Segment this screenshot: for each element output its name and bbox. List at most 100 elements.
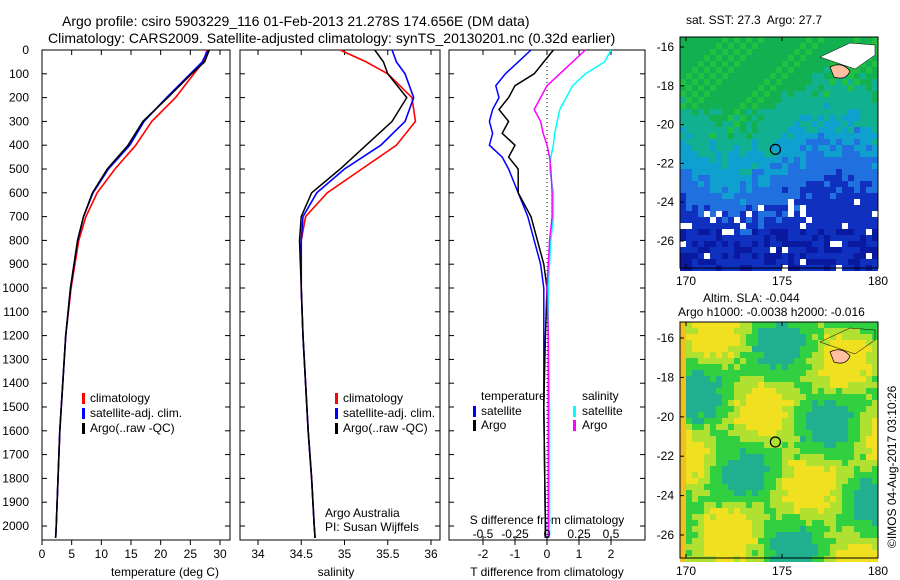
map-cell (728, 253, 734, 259)
map-cell (758, 199, 764, 205)
map-cell (704, 526, 710, 532)
map-cell (860, 121, 866, 127)
map-cell (686, 370, 692, 376)
map-cell (740, 217, 746, 223)
x-tick-label: 20 (154, 547, 168, 561)
map-cell (866, 406, 872, 412)
map-cell (776, 55, 782, 61)
map-cell (770, 193, 776, 199)
map-cell (848, 376, 854, 382)
legend-sal-title: salinity (582, 389, 619, 403)
map-cell (734, 394, 740, 400)
map-cell (758, 436, 764, 442)
map-cell (824, 85, 830, 91)
map-cell (806, 163, 812, 169)
map-cell (782, 382, 788, 388)
map-cell (800, 187, 806, 193)
map-cell (800, 424, 806, 430)
y-tick-label: 0 (22, 43, 29, 57)
map-cell (788, 187, 794, 193)
map-cell (836, 346, 842, 352)
map-cell (722, 556, 728, 562)
map-cell (692, 37, 698, 43)
map-cell (872, 550, 878, 556)
map-cell (854, 448, 860, 454)
map-cell (758, 223, 764, 229)
map-cell (722, 394, 728, 400)
map-cell (842, 454, 848, 460)
map-cell (866, 211, 872, 217)
map-cell (854, 436, 860, 442)
map-cell (704, 175, 710, 181)
map-cell (848, 424, 854, 430)
map-cell (842, 211, 848, 217)
map-cell (770, 508, 776, 514)
map-cell (824, 424, 830, 430)
map-cell (728, 145, 734, 151)
map-cell (734, 400, 740, 406)
map-cell (812, 514, 818, 520)
map-cell (680, 508, 686, 514)
map-cell (734, 229, 740, 235)
map-cell (824, 340, 830, 346)
map-cell (722, 550, 728, 556)
map-cell (848, 163, 854, 169)
x-tick-label: 30 (213, 547, 227, 561)
map-cell (704, 145, 710, 151)
map-cell (680, 163, 686, 169)
map-cell (860, 223, 866, 229)
map-cell (794, 199, 800, 205)
map-cell (818, 334, 824, 340)
map-cell (704, 121, 710, 127)
map-cell (758, 394, 764, 400)
map-cell (722, 382, 728, 388)
map-cell (716, 364, 722, 370)
map-cell (818, 526, 824, 532)
map-cell (752, 418, 758, 424)
map-cell (842, 412, 848, 418)
map-cell (680, 376, 686, 382)
map-cell (722, 73, 728, 79)
map-cell (860, 358, 866, 364)
map-cell (758, 322, 764, 328)
map-cell (746, 247, 752, 253)
map-cell (860, 352, 866, 358)
map-cell (782, 550, 788, 556)
map-cell (758, 151, 764, 157)
map-cell (848, 502, 854, 508)
map-cell (836, 109, 842, 115)
map-cell (740, 550, 746, 556)
map-cell (818, 556, 824, 562)
map-cell (698, 157, 704, 163)
map-cell (710, 394, 716, 400)
map-cell (716, 478, 722, 484)
map-cell (752, 394, 758, 400)
map-cell (698, 334, 704, 340)
map-cell (746, 211, 752, 217)
map-cell (800, 556, 806, 562)
map-cell (704, 55, 710, 61)
map-cell (716, 205, 722, 211)
map-cell (872, 352, 878, 358)
map-cell (728, 37, 734, 43)
map-cell (758, 145, 764, 151)
map-cell (824, 460, 830, 466)
map-cell (734, 556, 740, 562)
map-cell (824, 229, 830, 235)
map-cell (824, 412, 830, 418)
map-cell (806, 544, 812, 550)
y-tick-label: 1600 (2, 424, 29, 438)
map-cell (794, 43, 800, 49)
map-cell (812, 388, 818, 394)
map-cell (860, 502, 866, 508)
map-cell (758, 334, 764, 340)
map-cell (692, 157, 698, 163)
map-cell (680, 181, 686, 187)
map-cell (794, 514, 800, 520)
map-cell (764, 211, 770, 217)
map-cell (854, 352, 860, 358)
map-cell (740, 376, 746, 382)
map-cell (842, 376, 848, 382)
map-cell (722, 460, 728, 466)
map-cell (776, 412, 782, 418)
